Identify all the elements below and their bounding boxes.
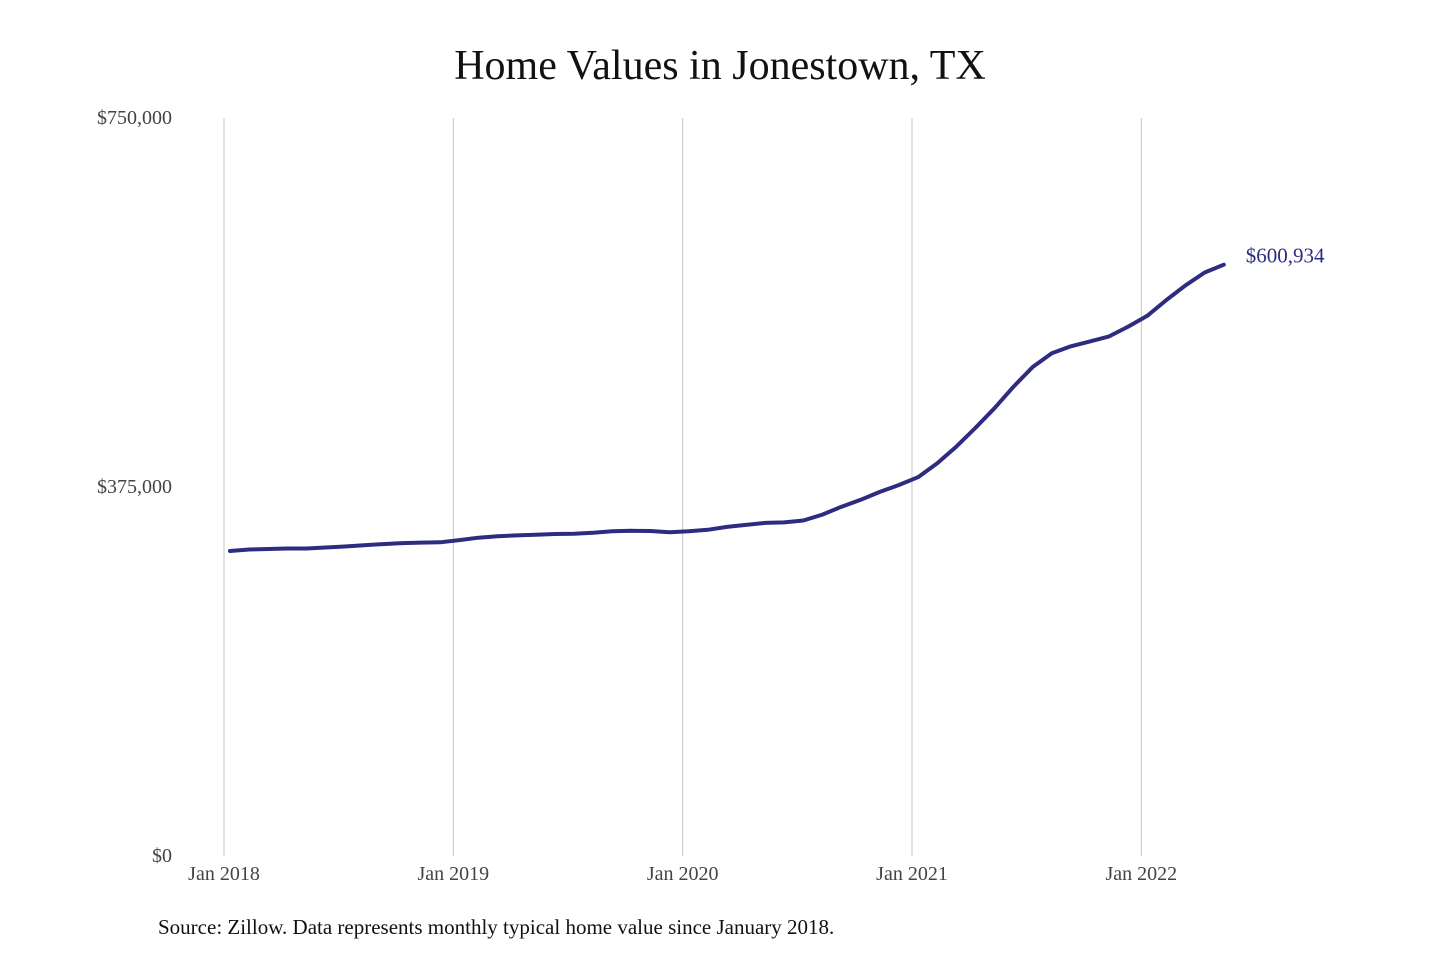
x-tick-label-2021: Jan 2021 bbox=[876, 863, 948, 885]
y-axis-ticks: $0 $375,000 $750,000 bbox=[97, 107, 172, 867]
y-tick-label-1: $375,000 bbox=[97, 476, 172, 498]
x-tick-label-2020: Jan 2020 bbox=[647, 863, 719, 885]
series-line-home-value bbox=[228, 262, 1226, 553]
x-tick-label-2018: Jan 2018 bbox=[188, 863, 260, 885]
x-axis-ticks: Jan 2018 Jan 2019 Jan 2020 Jan 2021 Jan 2022 bbox=[188, 863, 1177, 885]
source-note: Source: Zillow. Data represents monthly … bbox=[158, 915, 835, 939]
x-tick-label-2019: Jan 2019 bbox=[417, 863, 489, 885]
y-tick-label-0: $0 bbox=[152, 845, 172, 867]
grid-lines bbox=[223, 118, 1142, 856]
chart-title: Home Values in Jonestown, TX bbox=[454, 43, 986, 89]
end-value-label: $600,934 bbox=[1246, 244, 1325, 268]
y-tick-label-2: $750,000 bbox=[97, 107, 172, 129]
x-tick-label-2022: Jan 2022 bbox=[1105, 863, 1177, 885]
